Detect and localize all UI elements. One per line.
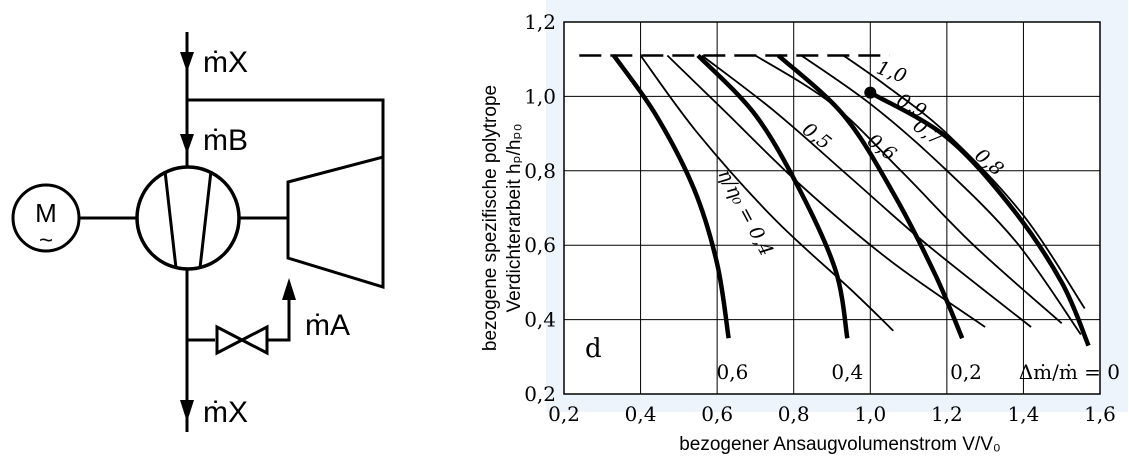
arrow-top-2 bbox=[180, 134, 194, 154]
x-tick-label: 0,4 bbox=[625, 402, 657, 426]
recirculation-line bbox=[187, 98, 385, 157]
y-tick-label: 0,2 bbox=[524, 382, 556, 406]
label-mx-top: ṁX bbox=[203, 46, 248, 79]
chart-canvas: 0,6 0,4 0,2 Δṁ/ṁ = 0η/η₀ = 0,40,5 0,6 0,70,80… bbox=[480, 0, 1128, 455]
y-tick-label: 0,4 bbox=[524, 308, 556, 332]
arrow-bottom bbox=[180, 400, 194, 422]
valve-icon bbox=[215, 324, 269, 356]
compressor-blade-left bbox=[163, 170, 178, 269]
x-tick-label: 0,8 bbox=[778, 402, 810, 426]
speed-line bbox=[869, 90, 1091, 347]
efficiency-line bbox=[639, 54, 894, 332]
y-tick-label: 1,0 bbox=[524, 84, 556, 108]
speed-line-label: 0,2 bbox=[950, 360, 982, 384]
compressor-schematic: M ~ ṁX ṁB ṁA ṁX bbox=[11, 32, 385, 432]
label-ma: ṁA bbox=[305, 309, 350, 342]
compressor-map-chart: 0,6 0,4 0,2 Δṁ/ṁ = 0 η/η₀ = 0,4 0,5 0,6 0,7 0,8 0… bbox=[470, 0, 1129, 462]
x-axis-label: bezogener Ansaugvolumenstrom V/V₀ bbox=[679, 434, 1001, 455]
design-point bbox=[864, 86, 877, 99]
x-tick-label: 0,2 bbox=[548, 402, 580, 426]
x-tick-label: 0,6 bbox=[701, 402, 733, 426]
efficiency-line bbox=[754, 54, 1063, 324]
speed-line bbox=[611, 54, 731, 339]
x-tick-label: 1,2 bbox=[931, 402, 963, 426]
speed-line-label: 0,6 bbox=[717, 360, 749, 384]
y-tick-label: 0,6 bbox=[524, 233, 556, 257]
label-mb: ṁB bbox=[203, 124, 248, 157]
speed-line bbox=[776, 53, 965, 340]
arrow-top-1 bbox=[180, 52, 194, 72]
turbine-symbol bbox=[286, 155, 385, 290]
x-tick-label: 1,0 bbox=[854, 402, 886, 426]
speed-line-label: Δṁ/ṁ = 0 bbox=[1019, 360, 1120, 384]
y-tick-label: 1,2 bbox=[524, 10, 556, 34]
bypass-line-2 bbox=[267, 285, 291, 342]
efficiency-line bbox=[701, 54, 1032, 328]
y-tick-label: 0,8 bbox=[524, 159, 556, 183]
y-axis-label-line1: bezogene spezifische polytrope bbox=[480, 85, 501, 351]
y-axis-label-line2: Verdichterarbeit hₚ/hₚ₀ bbox=[504, 124, 525, 313]
arrow-bypass bbox=[282, 278, 296, 300]
efficiency-line bbox=[666, 54, 986, 328]
label-mx-bottom: ṁX bbox=[203, 396, 248, 429]
panel-letter: d bbox=[585, 334, 602, 364]
motor-tilde: ~ bbox=[39, 227, 53, 254]
x-tick-label: 1,6 bbox=[1084, 402, 1116, 426]
x-tick-label: 1,4 bbox=[1008, 402, 1040, 426]
speed-line bbox=[696, 53, 850, 339]
speed-line-label: 0,4 bbox=[831, 360, 863, 384]
motor-letter: M bbox=[35, 198, 57, 228]
compressor-blade-right bbox=[198, 170, 213, 269]
plot-frame bbox=[563, 21, 1101, 395]
efficiency-line bbox=[800, 54, 1082, 335]
compressor-symbol bbox=[135, 165, 241, 271]
